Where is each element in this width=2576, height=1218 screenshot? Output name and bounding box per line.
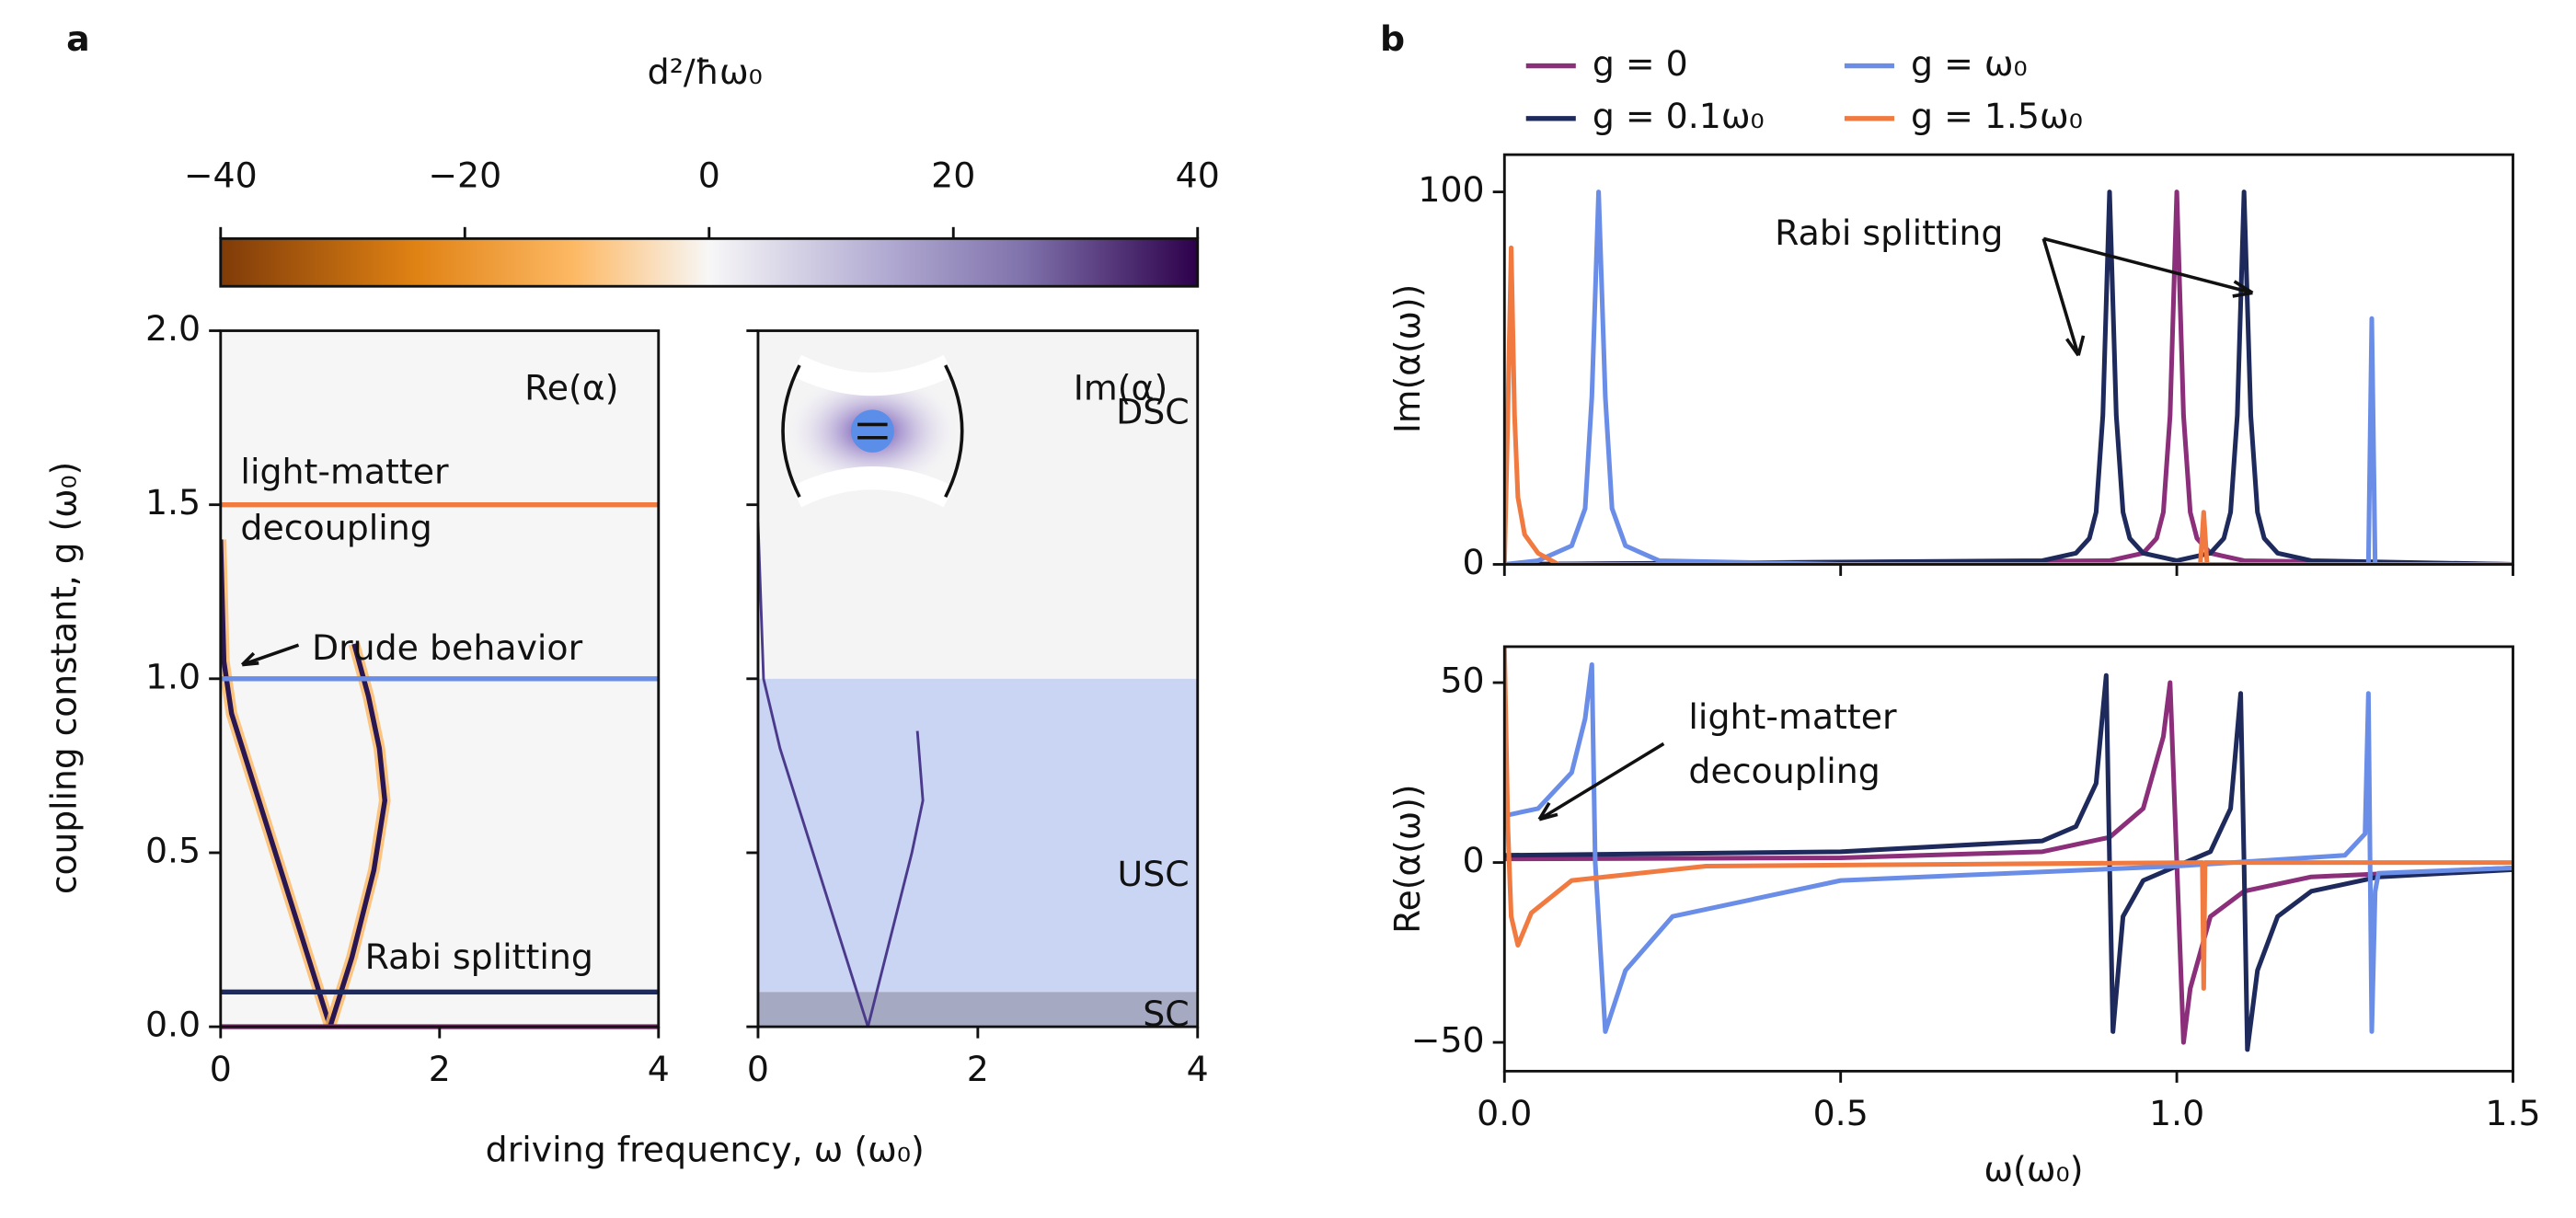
region	[757, 678, 1198, 993]
y-tick-label: −50	[1411, 1020, 1485, 1061]
legend-label: g = 0.1ω₀	[1593, 96, 1765, 136]
curve	[867, 730, 925, 1028]
x-tick-label: 4	[1187, 1049, 1209, 1089]
y-axis-label: coupling constant, g (ω₀)	[44, 462, 85, 894]
annotation: Drude behavior	[312, 627, 583, 668]
annotation: Rabi splitting	[1775, 213, 2003, 253]
series-line	[1504, 680, 2513, 1045]
legend-label: g = 1.5ω₀	[1911, 96, 2083, 136]
x-tick-label: 4	[648, 1049, 670, 1089]
colorbar-title: d²/ħω₀	[648, 52, 763, 92]
y-axis-label: Re(α(ω))	[1387, 785, 1428, 934]
colorbar-tick-label: −20	[428, 155, 501, 196]
cavity-icon	[781, 354, 964, 508]
colorbar-tick-label: 40	[1176, 155, 1220, 196]
x-tick-label: 1.5	[2485, 1093, 2540, 1133]
curves	[756, 522, 925, 1028]
legend-label: g = 0	[1593, 43, 1688, 84]
x-tick-label: 2	[429, 1049, 451, 1089]
annotation: light-matter	[1688, 696, 1897, 737]
region	[757, 992, 1198, 1028]
x-tick-label: 0	[747, 1049, 769, 1089]
x-axis-label: ω(ω₀)	[1984, 1149, 2083, 1189]
series-line	[1504, 245, 2513, 565]
panel-label: b	[1380, 18, 1405, 59]
y-tick-label: 50	[1440, 661, 1484, 701]
x-tick-label: 0.5	[1813, 1093, 1869, 1133]
y-tick-label: 0.0	[145, 1005, 201, 1045]
axes-frame	[1502, 645, 2514, 1073]
series-line	[1504, 190, 2513, 565]
colorbar-tick-label: 0	[698, 155, 720, 196]
y-axis-label: Im(α(ω))	[1387, 284, 1428, 433]
y-tick-label: 1.5	[145, 482, 201, 523]
y-tick-label: 1.0	[145, 656, 201, 696]
series-line	[1504, 190, 2513, 565]
region-label: DSC	[1116, 392, 1190, 432]
x-tick-label: 1.0	[2149, 1093, 2204, 1133]
region-label: USC	[1118, 854, 1190, 894]
series-line	[1504, 661, 2513, 1034]
lines	[1504, 646, 2513, 1052]
annotation: Rabi splitting	[365, 936, 593, 977]
panel-title: Im(α)	[1074, 368, 1168, 408]
y-tick-label: 0	[1463, 542, 1485, 582]
curve	[328, 643, 388, 1028]
x-tick-label: 0	[210, 1049, 232, 1089]
arrows	[240, 236, 2254, 822]
curve	[220, 539, 333, 1028]
annotation: light-matter	[240, 452, 449, 492]
lines	[1504, 190, 2513, 565]
curves	[220, 539, 391, 1028]
series-line	[1504, 646, 2513, 991]
colorbar-tick-label: −40	[184, 155, 258, 196]
panel-label: a	[66, 18, 90, 59]
annotation: decoupling	[1688, 751, 1880, 791]
x-tick-label: 0.0	[1477, 1093, 1532, 1133]
colorbar	[219, 236, 1200, 288]
axes-frame	[1502, 153, 2514, 566]
y-tick-label: 0.5	[145, 831, 201, 871]
y-tick-label: 0	[1463, 840, 1485, 880]
annotation: decoupling	[240, 508, 431, 548]
y-tick-label: 100	[1418, 169, 1484, 210]
curve	[756, 522, 869, 1028]
x-tick-label: 2	[967, 1049, 989, 1089]
legend-label: g = ω₀	[1911, 43, 2028, 84]
series-line	[1504, 190, 2513, 565]
y-tick-label: 2.0	[145, 308, 201, 349]
colorbar-tick-label: 20	[931, 155, 975, 196]
x-axis-label: driving frequency, ω (ω₀)	[486, 1130, 925, 1170]
panel-title: Re(α)	[524, 368, 618, 408]
